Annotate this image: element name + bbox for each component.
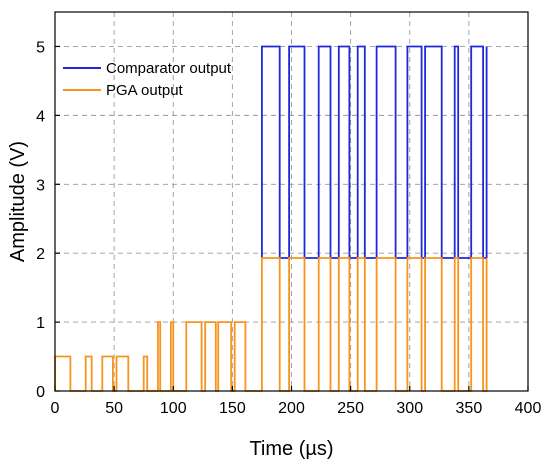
y-axis-title: Amplitude (V): [7, 141, 29, 262]
x-tick-label: 300: [396, 400, 423, 417]
y-tick-label: 2: [36, 246, 45, 263]
series-line-comparator-output: [260, 45, 488, 259]
legend-label-comparator-output: Comparator output: [106, 60, 232, 77]
x-tick-labels: 0 50 100 150 200 250 300 350 400: [51, 400, 542, 417]
y-tick-label: 4: [36, 108, 45, 125]
x-tick-label: 200: [278, 400, 305, 417]
y-tick-label: 0: [36, 384, 45, 401]
x-tick-label: 50: [105, 400, 123, 417]
x-axis-title: Time (µs): [249, 438, 333, 460]
y-tick-label: 5: [36, 39, 45, 56]
legend: Comparator output PGA output: [63, 60, 232, 99]
series-line-pga-output: [54, 257, 488, 392]
x-tick-label: 100: [160, 400, 187, 417]
x-tick-label: 0: [51, 400, 60, 417]
y-tick-label: 3: [36, 177, 45, 194]
x-tick-label: 350: [456, 400, 483, 417]
x-tick-label: 250: [337, 400, 364, 417]
legend-label-pga-output: PGA output: [106, 82, 184, 99]
y-tick-label: 1: [36, 315, 45, 332]
y-tick-labels: 0 1 2 3 4 5: [36, 39, 45, 401]
x-tick-label: 400: [515, 400, 542, 417]
series-group: [54, 45, 488, 392]
x-tick-label: 150: [219, 400, 246, 417]
axis-ticks: [54, 45, 529, 392]
